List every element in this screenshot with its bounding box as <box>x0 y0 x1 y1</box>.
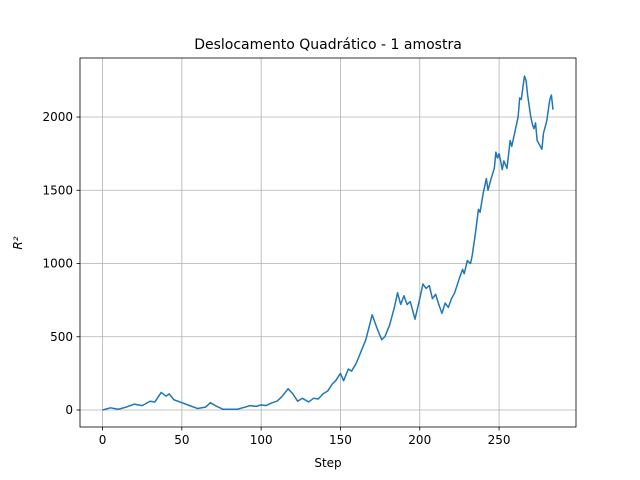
data-line <box>102 75 554 411</box>
y-tick-label: 0 <box>65 403 73 417</box>
plot-frame <box>79 57 577 428</box>
x-tick-label: 100 <box>250 433 273 447</box>
x-axis-label: Step <box>314 456 341 470</box>
chart-title: Deslocamento Quadrático - 1 amostra <box>194 37 462 53</box>
y-tick-label: 1500 <box>42 183 73 197</box>
x-tick-label: 200 <box>408 433 431 447</box>
y-tick-label: 2000 <box>42 110 73 124</box>
y-tick-label: 1000 <box>42 257 73 271</box>
y-tick-label: 500 <box>50 330 73 344</box>
x-tick-label: 0 <box>99 433 107 447</box>
x-tick-label: 250 <box>488 433 511 447</box>
x-tick-label: 50 <box>174 433 189 447</box>
y-axis-label: R² <box>11 236 25 249</box>
x-tick-label: 150 <box>329 433 352 447</box>
